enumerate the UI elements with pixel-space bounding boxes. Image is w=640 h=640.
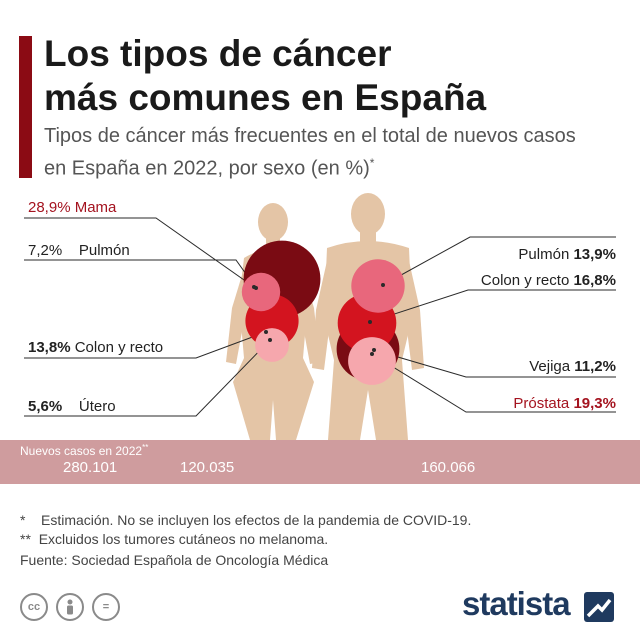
leader-mujer-mama	[24, 217, 255, 288]
leader-hombre-vejiga	[373, 349, 616, 378]
bubble-chart	[24, 193, 616, 440]
footnote-1-mark: *	[20, 512, 26, 528]
name-hombre-prostata: Próstata	[513, 395, 570, 412]
statista-logo-icon	[584, 592, 614, 622]
leader-dot-hombre-colon	[368, 320, 372, 324]
leader-mujer-colon	[24, 331, 267, 359]
leader-dot-mujer-utero	[268, 338, 272, 342]
bubble-mujer-utero	[255, 328, 289, 362]
leader-dot-mujer-pulmon	[254, 286, 258, 290]
label-hombre-colon: Colon y recto 16,8%	[481, 272, 616, 289]
leader-dot-hombre-vejiga	[372, 348, 376, 352]
bubble-mujer-pulmon	[241, 272, 281, 312]
bubble-hombre-pulmon	[351, 259, 405, 313]
source-note: Fuente: Sociedad Española de Oncología M…	[20, 552, 329, 568]
footnote-2-text: Excluidos los tumores cutáneos no melano…	[38, 531, 329, 547]
leader-hombre-colon	[369, 289, 616, 323]
bubbles	[241, 240, 405, 385]
name-hombre-pulmon: Pulmón	[518, 246, 570, 263]
leader-hombre-prostata	[371, 353, 616, 413]
leader-dot-hombre-prostata	[370, 352, 374, 356]
leader-dot-mujer-colon	[264, 330, 268, 334]
footnote-1-text: Estimación. No se incluyen los efectos d…	[41, 512, 472, 528]
name-mujer-mama: Mama	[74, 199, 117, 216]
title-line-2: más comunes en España	[44, 77, 487, 118]
value-hombre-prostata: 19,3%	[573, 395, 616, 412]
value-hombre-pulmon: 13,9%	[573, 246, 616, 263]
label-mujer-colon: 13,8% Colon y recto	[28, 339, 163, 356]
statista-logo-text[interactable]: statista	[462, 585, 571, 622]
subtitle-text: Tipos de cáncer más frecuentes en el tot…	[44, 125, 576, 180]
title-line-1: Los tipos de cáncer	[44, 33, 392, 74]
leader-mujer-utero	[24, 339, 271, 417]
new-cases-title-text: Nuevos casos en 2022	[20, 444, 143, 458]
bubble-hombre-vejiga	[348, 337, 396, 385]
nd-equals-icon[interactable]: =	[92, 593, 120, 621]
label-hombre-pulmon: Pulmón 13,9%	[518, 246, 616, 263]
leader-hombre-pulmon	[382, 236, 616, 286]
value-hombre-colon: 16,8%	[573, 272, 616, 289]
value-hombre-vejiga: 11,2%	[574, 358, 616, 375]
new-cases-men: 160.066	[421, 459, 476, 476]
value-mujer-pulmon: 7,2%	[28, 242, 63, 259]
new-cases-footnote-mark: **	[142, 443, 149, 452]
page-subtitle: Tipos de cáncer más frecuentes en el tot…	[44, 123, 584, 183]
label-hombre-vejiga: Vejiga 11,2%	[529, 358, 616, 375]
label-mujer-utero: 5,6% Útero	[28, 398, 116, 415]
label-mujer-pulmon: 7,2% Pulmón	[28, 242, 130, 259]
value-mujer-colon: 13,8%	[28, 339, 71, 356]
value-mujer-utero: 5,6%	[28, 398, 63, 415]
label-mujer-mama: 28,9% Mama	[28, 199, 116, 216]
footnote-2-mark: **	[20, 531, 31, 547]
footnote-1: * Estimación. No se incluyen los efectos…	[20, 512, 471, 528]
new-cases-strip	[0, 440, 640, 484]
page-title: Los tipos de cáncer más comunes en Españ…	[44, 32, 486, 120]
by-person-icon[interactable]	[56, 593, 84, 621]
subtitle-footnote-mark: *	[369, 156, 375, 170]
name-hombre-colon: Colon y recto	[480, 272, 570, 289]
name-mujer-utero: Útero	[78, 398, 116, 415]
label-hombre-prostata: Próstata 19,3%	[513, 395, 616, 412]
new-cases-women: 120.035	[180, 459, 235, 476]
new-cases-total: 280.101	[63, 459, 118, 476]
cc-icon[interactable]: cc	[20, 593, 48, 621]
new-cases-title: Nuevos casos en 2022**	[20, 443, 148, 458]
footnote-2: ** Excluidos los tumores cutáneos no mel…	[20, 531, 328, 547]
name-mujer-colon: Colon y recto	[74, 339, 164, 356]
title-accent-bar	[19, 36, 32, 178]
name-mujer-pulmon: Pulmón	[78, 242, 130, 259]
name-hombre-vejiga: Vejiga	[529, 358, 571, 375]
value-mujer-mama: 28,9%	[28, 199, 71, 216]
leader-dot-hombre-pulmon	[381, 283, 385, 287]
